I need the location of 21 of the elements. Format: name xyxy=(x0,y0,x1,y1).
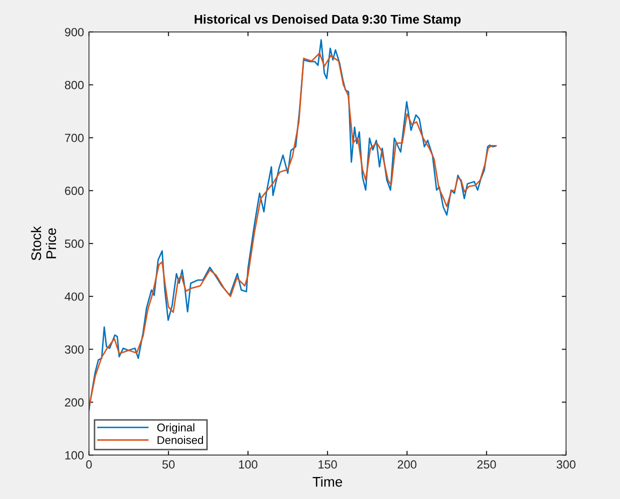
x-tick-label: 300 xyxy=(556,460,576,469)
x-axis-title: Time xyxy=(312,476,342,487)
y-tick-label: 100 xyxy=(65,451,84,460)
y-tick-label: 800 xyxy=(64,80,84,90)
y-tick-label: 200 xyxy=(65,398,84,407)
x-tick-label: 100 xyxy=(239,460,258,469)
legend-label: Denoised xyxy=(158,436,203,444)
y-tick-label: 600 xyxy=(65,186,84,196)
x-tick-label: 200 xyxy=(398,460,416,469)
x-tick-label: 250 xyxy=(477,460,496,469)
y-tick-label: 300 xyxy=(64,345,84,354)
legend-label: Original xyxy=(157,423,194,434)
y-tick-label: 700 xyxy=(65,134,84,142)
y-axis-title: Stock Price xyxy=(30,226,56,260)
chart-title: Historical vs Denoised Data 9:30 Time Stamp xyxy=(194,14,461,26)
x-tick-label: 150 xyxy=(318,460,337,469)
y-tick-label: 900 xyxy=(64,28,84,36)
x-tick-label: 50 xyxy=(162,460,175,469)
x-tick-label: 0 xyxy=(86,460,92,469)
y-tick-label: 500 xyxy=(64,240,84,248)
y-tick-label: 400 xyxy=(64,292,84,301)
